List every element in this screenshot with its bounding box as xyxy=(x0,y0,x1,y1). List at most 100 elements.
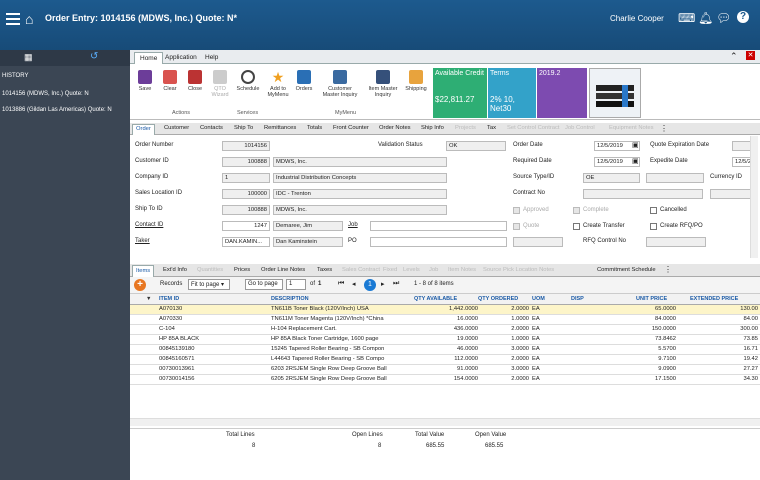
tab-help[interactable]: Help xyxy=(205,54,219,61)
contact-id-label[interactable]: Contact ID xyxy=(135,222,164,228)
tab-remittances[interactable]: Remittances xyxy=(264,125,297,131)
col-qty-available[interactable]: QTY AVAILABLE xyxy=(414,296,458,302)
table-cell[interactable]: 15245 Tapered Roller Bearing - SB Compon xyxy=(271,346,385,352)
taker-field[interactable]: DAN.KAMIN... xyxy=(222,237,270,247)
ship-to-field[interactable]: 100888 xyxy=(222,205,270,215)
tab-totals[interactable]: Totals xyxy=(307,125,323,131)
table-row[interactable]: 00730014156 6205 2RSJEM Single Row Deep G… xyxy=(130,375,760,385)
table-cell[interactable]: 17.1500 xyxy=(655,376,676,382)
table-cell[interactable]: EA xyxy=(532,306,540,312)
table-cell[interactable]: EA xyxy=(532,326,540,332)
table-cell[interactable]: 6205 2RSJEM Single Row Deep Groove Ball xyxy=(271,376,387,382)
help-icon[interactable]: ? xyxy=(737,11,749,23)
table-horizontal-scrollbar[interactable] xyxy=(130,418,760,426)
keyboard-icon[interactable]: ⌨ xyxy=(678,11,696,25)
table-cell[interactable]: 300.00 xyxy=(740,326,758,332)
table-cell[interactable]: A070330 xyxy=(159,316,183,322)
first-page-icon[interactable]: ⏮ xyxy=(338,280,345,287)
approved-checkbox[interactable] xyxy=(513,207,520,214)
table-row[interactable]: C-104 H-104 Replacement Cart. 436.0000 2.00… xyxy=(130,325,760,335)
tab-projects[interactable]: Projects xyxy=(455,125,476,131)
table-cell[interactable]: TN611B Toner Black (120V/Inch) USA xyxy=(271,306,369,312)
table-row[interactable]: 00730013961 6203 2RSJEM Single Row Deep G… xyxy=(130,365,760,375)
next-page-icon[interactable]: ▸ xyxy=(381,281,385,288)
tab-tax[interactable]: Tax xyxy=(487,125,497,131)
tab-items[interactable]: Items xyxy=(132,265,155,277)
col-description[interactable]: DESCRIPTION xyxy=(271,296,309,302)
table-cell[interactable]: 3.0000 xyxy=(511,346,529,352)
source-type-field[interactable]: OE xyxy=(583,173,640,183)
tab-ship-to[interactable]: Ship To xyxy=(234,125,254,131)
tab-order-line-notes[interactable]: Order Line Notes xyxy=(261,267,306,273)
table-cell[interactable]: 5.5700 xyxy=(658,346,676,352)
contract-no-field[interactable] xyxy=(583,189,703,199)
tab-job[interactable]: Job xyxy=(429,267,439,273)
filter-icon[interactable]: ▼ xyxy=(146,296,152,302)
table-cell[interactable]: 1.0000 xyxy=(511,316,529,322)
table-cell[interactable]: 1,442.0000 xyxy=(448,306,478,312)
save-button[interactable]: Save xyxy=(133,70,157,92)
company-id-field[interactable]: 1 xyxy=(222,173,270,183)
table-row[interactable]: 00845160571 L44643 Tapered Roller Bearing… xyxy=(130,355,760,365)
add-row-icon[interactable]: + xyxy=(134,279,146,291)
table-cell[interactable]: 150.0000 xyxy=(651,326,676,332)
cancelled-checkbox[interactable] xyxy=(650,207,657,214)
history-item[interactable]: 1014156 (MDWS, Inc.) Quote: N xyxy=(2,91,89,97)
tab-application[interactable]: Application xyxy=(165,54,197,61)
qto-wizard-button[interactable]: QTO Wizard xyxy=(208,70,232,98)
version-tile[interactable]: 2019.2 xyxy=(537,68,587,118)
taker-label[interactable]: Taker xyxy=(135,238,150,244)
table-cell[interactable]: 2.0000 xyxy=(511,326,529,332)
tab-extd-info[interactable]: Ext'd Info xyxy=(163,267,187,273)
table-row[interactable]: A070330 TN611M Toner Magenta (120V/Inch) … xyxy=(130,315,760,325)
tab-sales-contract[interactable]: Sales Contract xyxy=(342,267,381,273)
credit-tile[interactable]: Available Credit $22,811.27 xyxy=(433,68,487,118)
table-cell[interactable]: EA xyxy=(532,316,540,322)
table-cell[interactable]: 84.00 xyxy=(743,316,758,322)
page-input[interactable]: 1 xyxy=(286,279,306,290)
tab-fixed[interactable]: Fixed xyxy=(383,267,398,273)
table-cell[interactable]: EA xyxy=(532,346,540,352)
tab-source-pick-location-notes[interactable]: Source Pick Location Notes xyxy=(483,267,555,273)
table-cell[interactable]: 73.8462 xyxy=(655,336,676,342)
table-cell[interactable]: 130.00 xyxy=(740,306,758,312)
last-page-icon[interactable]: ⏭ xyxy=(393,280,400,287)
tab-levels[interactable]: Levels xyxy=(403,267,420,273)
tab-job-control[interactable]: Job Control xyxy=(565,125,595,131)
tab-prices[interactable]: Prices xyxy=(234,267,251,273)
tab-order[interactable]: Order xyxy=(132,124,155,135)
prev-page-icon[interactable]: ◂ xyxy=(352,281,356,288)
tab-home[interactable]: Home xyxy=(134,52,164,64)
table-cell[interactable]: 9.7100 xyxy=(658,356,676,362)
contact-id-field[interactable]: 1247 xyxy=(222,221,270,231)
more-tabs-icon[interactable]: ⋮ xyxy=(660,124,668,133)
table-cell[interactable]: 00845160571 xyxy=(159,356,195,362)
tab-ship-info[interactable]: Ship Info xyxy=(421,125,444,131)
tab-front-counter[interactable]: Front Counter xyxy=(333,125,369,131)
order-date-field[interactable]: 12/5/2019 xyxy=(594,141,640,151)
table-cell[interactable]: 00730014156 xyxy=(159,376,195,382)
col-disp[interactable]: DISP xyxy=(571,296,584,302)
tab-equipment-notes[interactable]: Equipment Notes xyxy=(609,125,654,131)
table-cell[interactable]: 1.0000 xyxy=(511,336,529,342)
job-field[interactable] xyxy=(370,221,507,231)
orders-button[interactable]: Orders xyxy=(292,70,316,92)
table-cell[interactable]: 6203 2RSJEM Single Row Deep Groove Ball xyxy=(271,366,387,372)
table-cell[interactable]: 154.0000 xyxy=(453,376,478,382)
go-to-page-button[interactable]: Go to page xyxy=(245,279,283,290)
current-page-button[interactable]: 1 xyxy=(364,279,376,291)
more-tabs-icon[interactable]: ⋮ xyxy=(664,265,672,274)
form-scrollbar[interactable] xyxy=(750,136,758,258)
tab-order-notes[interactable]: Order Notes xyxy=(379,125,411,131)
table-cell[interactable]: 19.0000 xyxy=(457,336,478,342)
table-cell[interactable]: EA xyxy=(532,376,540,382)
chat-icon[interactable]: 💬︎ xyxy=(716,11,732,25)
customer-id-field[interactable]: 100888 xyxy=(222,157,270,167)
table-cell[interactable]: 3.0000 xyxy=(511,366,529,372)
table-cell[interactable]: 00845139180 xyxy=(159,346,195,352)
calendar-icon[interactable]: ▣ xyxy=(632,158,639,165)
collapse-icon[interactable]: ⌃ xyxy=(730,51,738,61)
customer-master-inquiry-button[interactable]: Customer Master Inquiry xyxy=(320,70,360,98)
table-cell[interactable]: 73.85 xyxy=(743,336,758,342)
home-icon[interactable]: ⌂ xyxy=(25,11,34,27)
